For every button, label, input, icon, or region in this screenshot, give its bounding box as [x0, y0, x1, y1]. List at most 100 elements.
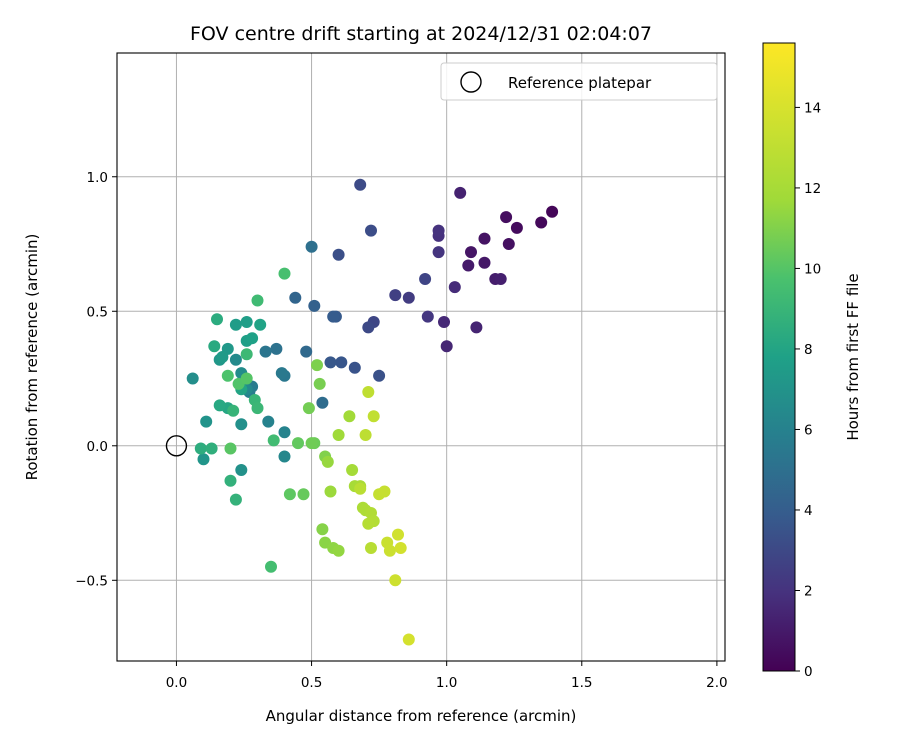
x-tick-label: 2.0 — [706, 675, 727, 691]
data-point — [470, 321, 483, 334]
data-point — [246, 332, 259, 345]
grid-lines — [117, 53, 725, 661]
data-point — [367, 410, 380, 423]
legend: Reference platepar — [440, 62, 718, 101]
data-point — [419, 273, 432, 285]
y-tick-label: 0.0 — [87, 439, 108, 455]
data-point — [205, 442, 218, 455]
data-point — [478, 256, 491, 269]
data-point — [362, 386, 375, 398]
legend-marker-icon — [460, 71, 482, 93]
colorbar-gradient — [762, 42, 796, 672]
data-point — [251, 402, 264, 415]
data-point — [216, 351, 229, 363]
y-tick-label: 0.5 — [87, 304, 108, 320]
data-point — [324, 485, 337, 498]
data-point — [297, 488, 310, 501]
colorbar-tick-label: 6 — [804, 422, 813, 438]
data-point — [454, 186, 467, 199]
y-tick-label: −0.5 — [75, 573, 108, 589]
data-point — [378, 485, 391, 498]
data-point — [332, 248, 345, 261]
data-point — [500, 211, 513, 224]
y-axis-ticks: −0.5 0.0 0.5 1.0 — [75, 170, 117, 589]
y-tick-label: 1.0 — [87, 170, 108, 186]
data-point — [194, 442, 207, 455]
data-point — [432, 224, 445, 237]
y-axis-label: Rotation from reference (arcmin) — [23, 234, 41, 481]
data-point — [432, 246, 445, 259]
data-point — [200, 415, 213, 428]
colorbar-tick-label: 4 — [804, 503, 813, 519]
data-point — [392, 528, 404, 541]
data-point — [302, 402, 315, 415]
colorbar-tick-label: 14 — [804, 100, 821, 116]
legend-box — [440, 62, 718, 101]
data-point — [348, 361, 361, 374]
data-point — [270, 342, 283, 355]
data-point — [305, 240, 318, 253]
data-point — [208, 340, 221, 353]
data-point — [389, 289, 402, 302]
data-point — [478, 232, 491, 245]
data-point — [229, 493, 242, 506]
data-point — [335, 356, 348, 369]
data-point — [283, 488, 296, 501]
data-points — [186, 178, 559, 646]
data-point — [365, 542, 377, 554]
data-point — [535, 216, 548, 229]
data-point — [448, 281, 461, 294]
data-point — [240, 348, 253, 361]
data-point — [275, 367, 288, 380]
colorbar-tick-label: 2 — [804, 583, 813, 599]
x-tick-label: 1.5 — [571, 675, 592, 691]
data-point — [227, 404, 240, 417]
data-point — [327, 310, 340, 323]
data-point — [462, 259, 475, 272]
x-axis-ticks: 0.0 0.5 1.0 1.5 2.0 — [166, 661, 728, 691]
chart-title: FOV centre drift starting at 2024/12/31 … — [190, 23, 652, 45]
data-point — [389, 574, 402, 587]
data-point — [254, 318, 267, 331]
data-point — [402, 291, 415, 304]
data-point — [421, 310, 434, 323]
reference-marker — [165, 435, 188, 457]
data-point — [240, 316, 253, 328]
data-point — [354, 178, 367, 191]
data-point — [211, 313, 223, 326]
x-axis-label: Angular distance from reference (arcmin) — [266, 707, 577, 725]
data-point — [343, 410, 356, 423]
data-point — [186, 372, 199, 385]
data-point — [289, 291, 302, 304]
data-point — [265, 560, 277, 573]
data-point — [316, 523, 329, 536]
data-point — [259, 345, 272, 358]
data-point — [359, 429, 372, 441]
data-point — [362, 321, 375, 334]
colorbar-tick-label: 10 — [804, 261, 821, 277]
data-point — [321, 455, 334, 468]
data-point — [262, 415, 275, 428]
data-point — [308, 299, 321, 312]
data-point — [267, 434, 280, 447]
data-point — [311, 359, 323, 372]
data-point — [365, 224, 377, 237]
data-point — [235, 464, 248, 476]
data-point — [251, 294, 264, 307]
reference-platepar-marker — [165, 435, 188, 457]
data-point — [213, 399, 226, 412]
data-point — [221, 369, 234, 382]
data-point — [402, 633, 415, 646]
data-point — [292, 437, 304, 450]
data-point — [305, 437, 318, 450]
data-point — [438, 316, 450, 328]
data-point — [197, 453, 210, 466]
data-point — [316, 396, 329, 409]
data-point — [494, 273, 507, 285]
data-point — [362, 517, 375, 530]
data-point — [229, 353, 242, 366]
colorbar-tick-label: 8 — [804, 342, 813, 358]
colorbar-ticks: 0 2 4 6 8 10 12 14 — [795, 100, 821, 680]
